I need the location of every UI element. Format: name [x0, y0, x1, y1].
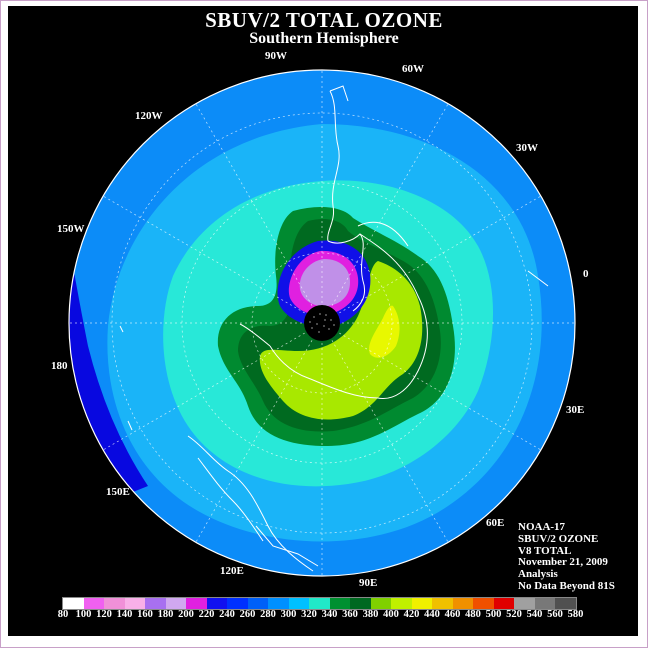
- info-version: V8 TOTAL: [518, 544, 572, 557]
- data-info-block: NOAA-17 SBUV/2 OZONE V8 TOTAL November 2…: [518, 521, 615, 593]
- colorbar-swatch: [63, 598, 84, 609]
- lon-label-90w: 90W: [265, 50, 287, 62]
- info-type: Analysis: [518, 568, 558, 581]
- colorbar-swatch: [411, 598, 432, 609]
- lon-label-150e: 150E: [106, 486, 130, 498]
- colorbar: [62, 597, 577, 610]
- colorbar-swatch: [309, 598, 330, 609]
- colorbar-swatch: [555, 598, 576, 609]
- colorbar-swatch: [432, 598, 453, 609]
- colorbar-tick-label: 540: [526, 609, 543, 620]
- chart-title: SBUV/2 TOTAL OZONE: [205, 8, 443, 32]
- colorbar-tick-label: 80: [57, 609, 69, 620]
- colorbar-tick-label: 360: [342, 609, 358, 620]
- info-satellite: NOAA-17: [518, 521, 566, 533]
- ozone-band-380: [259, 261, 423, 420]
- info-date: November 21, 2009: [518, 556, 608, 569]
- ozone-band-400: [369, 305, 400, 358]
- lon-label-120w: 120W: [135, 110, 163, 122]
- colorbar-tick-label: 480: [465, 609, 481, 620]
- lon-label-0: 0: [583, 268, 589, 280]
- colorbar-tick-label: 300: [280, 609, 297, 620]
- lon-label-60e: 60E: [486, 517, 505, 529]
- ozone-hole-180: [299, 259, 350, 307]
- colorbar-tick-label: 400: [383, 609, 399, 620]
- colorbar-tick-label: 500: [485, 609, 502, 620]
- colorbar-swatch: [329, 598, 350, 609]
- colorbar-swatch: [268, 598, 289, 609]
- no-data-pole-region: [304, 305, 340, 341]
- colorbar-swatch: [514, 598, 535, 609]
- low-ozone-rim-west: [69, 206, 148, 526]
- colorbar-tick-label: 140: [116, 609, 133, 620]
- info-product: SBUV/2 OZONE: [518, 532, 599, 545]
- info-note: No Data Beyond 81S: [518, 579, 615, 592]
- colorbar-tick-label: 200: [178, 609, 194, 620]
- colorbar-tick-label: 340: [321, 609, 338, 620]
- colorbar-tick-label: 240: [219, 609, 235, 620]
- graticule: [69, 70, 575, 576]
- lon-label-60w: 60W: [402, 63, 424, 75]
- colorbar-swatch: [83, 598, 104, 609]
- lon-label-180: 180: [51, 360, 68, 372]
- colorbar-swatch: [124, 598, 145, 609]
- colorbar-tick-label: 220: [198, 609, 215, 620]
- colorbar-swatch: [145, 598, 166, 609]
- colorbar-tick-label: 160: [137, 609, 153, 620]
- colorbar-tick-label: 580: [567, 609, 584, 620]
- lon-label-90e: 90E: [359, 577, 378, 589]
- colorbar-tick-label: 100: [75, 609, 92, 620]
- colorbar-swatch: [473, 598, 494, 609]
- colorbar-swatch: [370, 598, 391, 609]
- colorbar-swatch: [165, 598, 186, 609]
- colorbar-swatch: [227, 598, 248, 609]
- colorbar-swatch: [186, 598, 207, 609]
- colorbar-swatch: [288, 598, 309, 609]
- colorbar-tick-label: 380: [362, 609, 379, 620]
- colorbar-swatch: [104, 598, 125, 609]
- colorbar-tick-label: 520: [506, 609, 522, 620]
- colorbar-tick-label: 320: [301, 609, 317, 620]
- lon-label-30w: 30W: [516, 142, 538, 154]
- colorbar-swatch: [247, 598, 268, 609]
- colorbar-swatch: [206, 598, 227, 609]
- lon-label-120e: 120E: [220, 565, 244, 577]
- colorbar-tick-label: 420: [403, 609, 420, 620]
- colorbar-swatch: [493, 598, 514, 609]
- map-boundary: [68, 69, 576, 577]
- colorbar-tick-label: 180: [157, 609, 174, 620]
- colorbar-tick-label: 460: [444, 609, 461, 620]
- colorbar-labels: 80 100 120 140 160 180 200 220 240 260 280 300 320 34…: [52, 609, 612, 621]
- colorbar-tick-label: 260: [239, 609, 256, 620]
- colorbar-tick-label: 120: [96, 609, 112, 620]
- colorbar-swatch: [350, 598, 371, 609]
- ozone-polar-map: [68, 69, 576, 577]
- colorbar-swatch: [452, 598, 473, 609]
- colorbar-swatch: [391, 598, 412, 609]
- colorbar-tick-label: 440: [424, 609, 440, 620]
- lon-label-30e: 30E: [566, 404, 585, 416]
- lon-label-150w: 150W: [57, 223, 85, 235]
- colorbar-tick-label: 560: [547, 609, 563, 620]
- chart-subtitle: Southern Hemisphere: [249, 30, 399, 47]
- colorbar-tick-label: 280: [260, 609, 276, 620]
- colorbar-swatch: [534, 598, 555, 609]
